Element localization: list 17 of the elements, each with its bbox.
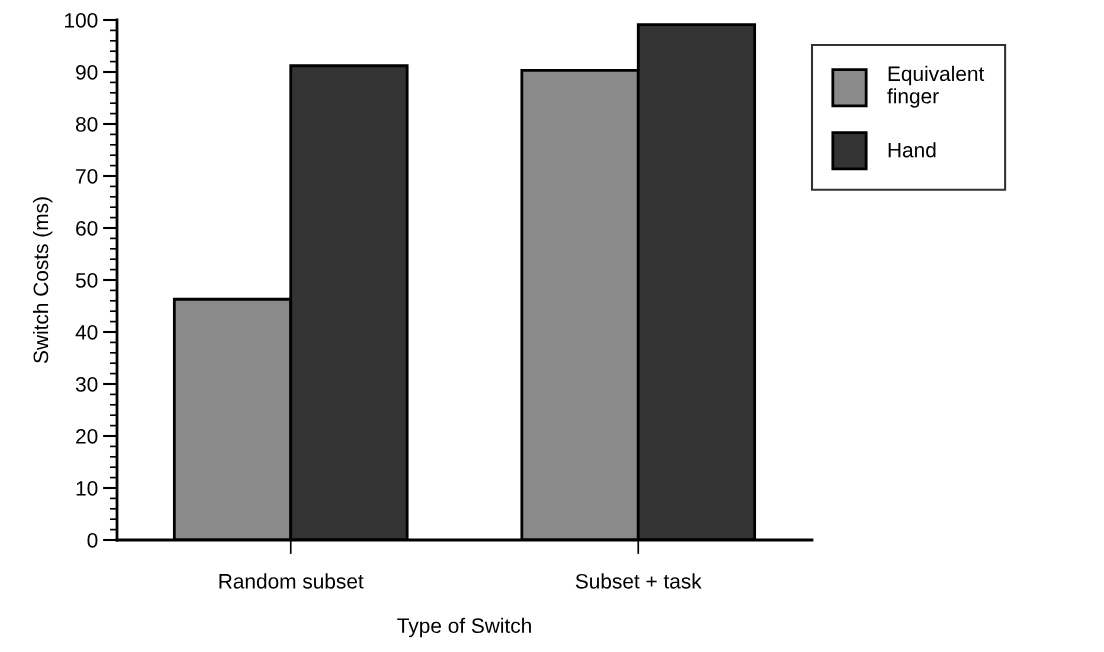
y-tick-label: 50 xyxy=(75,273,98,288)
y-tick-label: 40 xyxy=(75,325,98,340)
y-axis-title: Switch Costs (ms) xyxy=(32,197,53,363)
x-tick-label: Subset + task xyxy=(575,573,702,589)
y-tick-label: 60 xyxy=(76,221,98,236)
x-axis-title: Type of Switch xyxy=(397,617,531,638)
legend-label: Equivalent finger xyxy=(887,65,985,108)
y-tick-label: 0 xyxy=(87,533,98,548)
y-tick-label: 20 xyxy=(76,429,98,444)
x-tick-label: Random subset xyxy=(219,573,364,589)
y-tick-label: 90 xyxy=(76,65,98,80)
y-tick-label: 100 xyxy=(65,13,98,28)
y-tick-label: 80 xyxy=(75,117,98,132)
y-tick-label: 70 xyxy=(76,169,98,184)
y-tick-label: 10 xyxy=(76,481,98,496)
y-tick-label: 30 xyxy=(75,377,98,392)
legend-label: Hand xyxy=(888,142,936,158)
